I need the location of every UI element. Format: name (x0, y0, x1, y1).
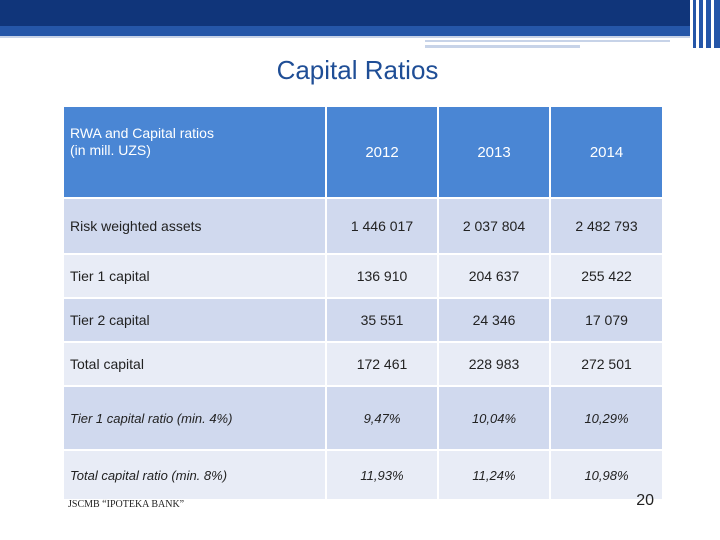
cell-value: 10,04% (437, 385, 551, 451)
header-label-cell: RWA and Capital ratios (in mill. UZS) (62, 105, 327, 199)
table-row: Tier 1 capital 136 910 204 637 255 422 (62, 253, 664, 299)
cell-value: 204 637 (437, 253, 551, 299)
top-stripe (706, 0, 711, 48)
top-stripe (693, 0, 696, 48)
cell-value: 255 422 (549, 253, 664, 299)
footer-company-name: JSCMB “IPOTEKA BANK” (68, 499, 185, 510)
row-label: Total capital ratio (min. 8%) (62, 449, 327, 501)
page-number: 20 (636, 492, 654, 509)
table-header-row: RWA and Capital ratios (in mill. UZS) 20… (62, 105, 664, 199)
cell-value: 35 551 (325, 297, 439, 343)
cell-value: 11,24% (437, 449, 551, 501)
cell-value: 24 346 (437, 297, 551, 343)
header-year-2012: 2012 (325, 105, 439, 199)
top-divider-line (0, 36, 690, 38)
cell-value: 1 446 017 (325, 197, 439, 255)
table-row: Tier 1 capital ratio (min. 4%) 9,47% 10,… (62, 385, 664, 451)
cell-value: 136 910 (325, 253, 439, 299)
cell-value: 2 037 804 (437, 197, 551, 255)
table-row: Tier 2 capital 35 551 24 346 17 079 (62, 297, 664, 343)
cell-value: 172 461 (325, 341, 439, 387)
cell-value: 9,47% (325, 385, 439, 451)
row-label: Total capital (62, 341, 327, 387)
top-stripe (714, 0, 720, 48)
row-label: Risk weighted assets (62, 197, 327, 255)
cell-value: 10,29% (549, 385, 664, 451)
cell-value: 11,93% (325, 449, 439, 501)
slide-title: Capital Ratios (276, 55, 439, 85)
table-row: Risk weighted assets 1 446 017 2 037 804… (62, 197, 664, 255)
cell-value: 10,98% (549, 449, 664, 501)
top-stripe (699, 0, 703, 48)
cell-value: 272 501 (549, 341, 664, 387)
top-band-mid (0, 26, 690, 36)
row-label: Tier 2 capital (62, 297, 327, 343)
cell-value: 2 482 793 (549, 197, 664, 255)
table-row: Total capital 172 461 228 983 272 501 (62, 341, 664, 387)
top-decoration-bar (0, 0, 720, 48)
capital-ratios-table: RWA and Capital ratios (in mill. UZS) 20… (62, 105, 664, 501)
cell-value: 17 079 (549, 297, 664, 343)
row-label: Tier 1 capital ratio (min. 4%) (62, 385, 327, 451)
top-accent-line (425, 40, 670, 42)
header-year-2014: 2014 (549, 105, 664, 199)
header-label-line2: (in mill. UZS) (70, 142, 151, 158)
top-accent-line-short (425, 45, 580, 48)
cell-value: 228 983 (437, 341, 551, 387)
header-year-2013: 2013 (437, 105, 551, 199)
top-band-dark (0, 0, 690, 26)
header-label-line1: RWA and Capital ratios (70, 125, 214, 141)
row-label: Tier 1 capital (62, 253, 327, 299)
table-row: Total capital ratio (min. 8%) 11,93% 11,… (62, 449, 664, 501)
